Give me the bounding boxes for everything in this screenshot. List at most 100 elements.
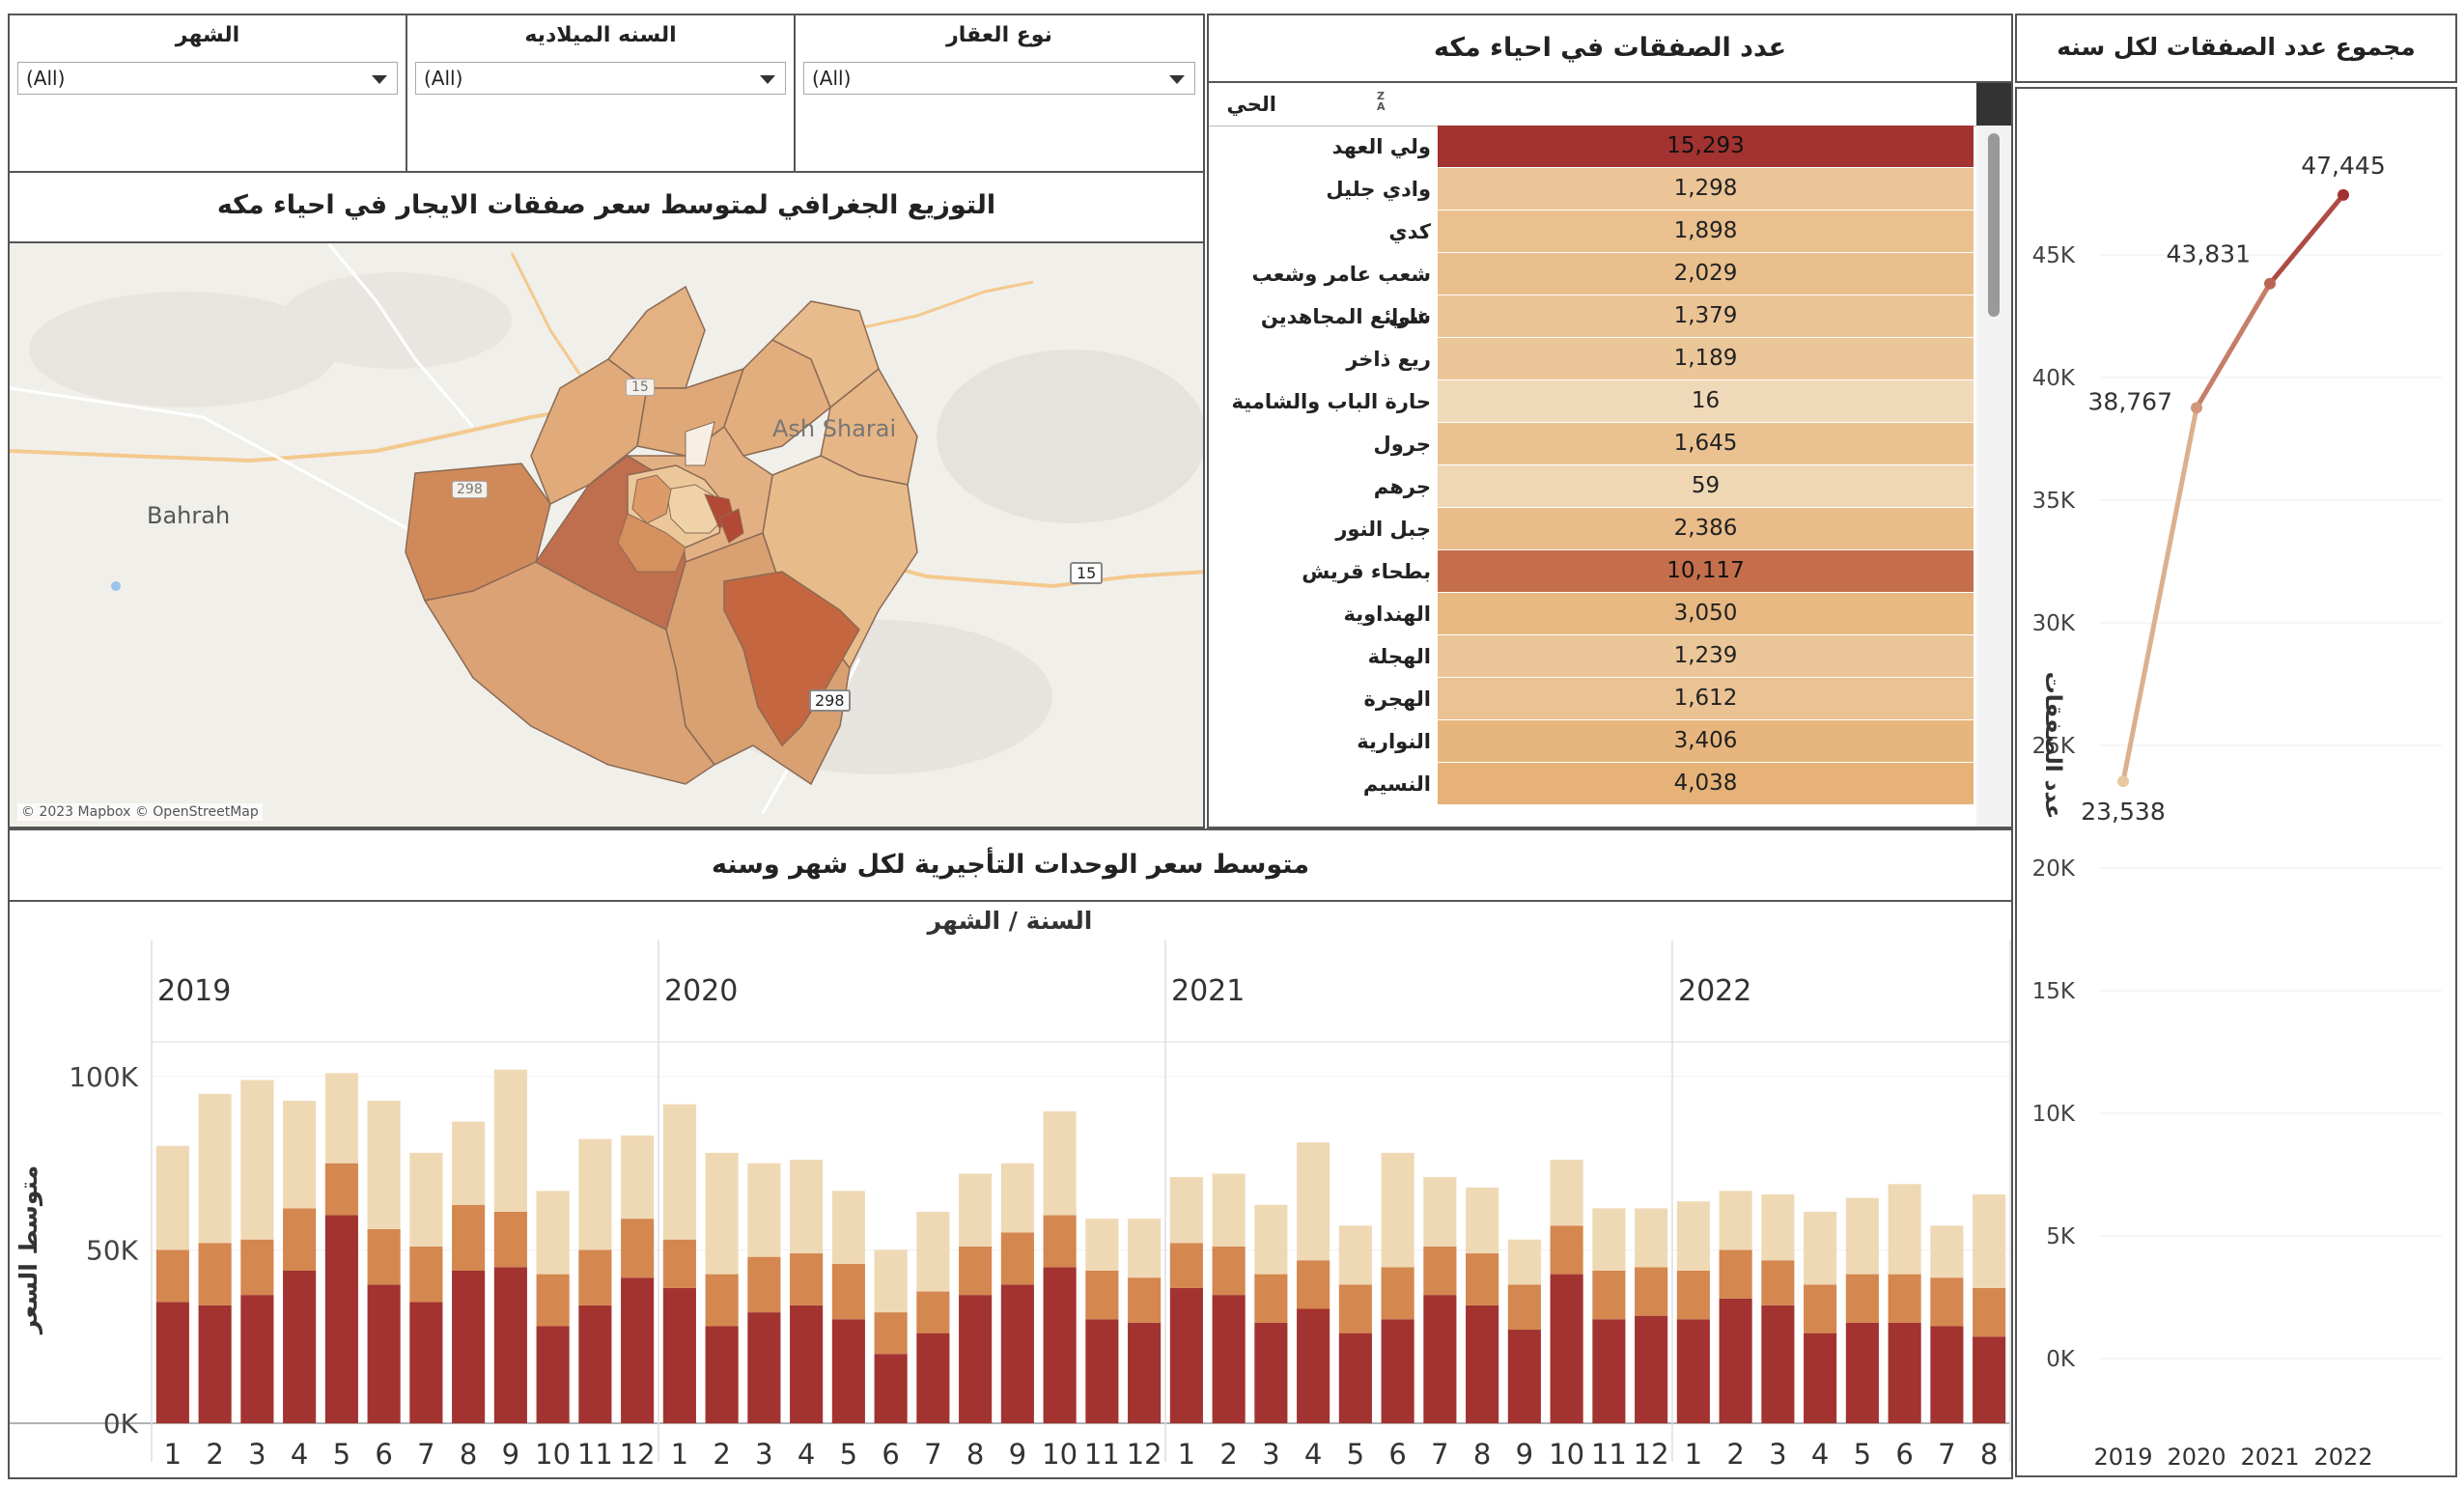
bar-segment[interactable] (536, 1274, 570, 1327)
bar-segment[interactable] (1635, 1208, 1668, 1268)
bar-segment[interactable] (959, 1295, 993, 1423)
bar-segment[interactable] (1507, 1284, 1541, 1331)
bar-segment[interactable] (1466, 1305, 1499, 1423)
bar-segment[interactable] (621, 1219, 655, 1278)
bar-segment[interactable] (1761, 1260, 1795, 1305)
bar-segment[interactable] (1466, 1253, 1499, 1305)
bar-segment[interactable] (1592, 1319, 1626, 1423)
bar-segment[interactable] (1423, 1295, 1457, 1423)
bar-segment[interactable] (1128, 1219, 1162, 1278)
bar-segment[interactable] (662, 1287, 696, 1423)
bar-segment[interactable] (1973, 1336, 2006, 1423)
bar-segment[interactable] (283, 1208, 317, 1271)
bar-segment[interactable] (1000, 1284, 1034, 1423)
bar-segment[interactable] (1635, 1267, 1668, 1316)
bar-segment[interactable] (155, 1145, 189, 1250)
deal-count-cell[interactable]: 3,406 (1438, 720, 1974, 762)
bar-segment[interactable] (705, 1274, 739, 1327)
bar-segment[interactable] (240, 1080, 274, 1240)
bar-segment[interactable] (959, 1173, 993, 1247)
deal-count-cell[interactable]: 1,898 (1438, 210, 1974, 252)
month-select[interactable]: (All) (17, 62, 398, 95)
deal-count-cell[interactable]: 15,293 (1438, 126, 1974, 167)
bar-segment[interactable] (1550, 1160, 1583, 1226)
bar-segment[interactable] (1550, 1274, 1583, 1423)
year-select[interactable]: (All) (415, 62, 786, 95)
deal-count-cell[interactable]: 1,189 (1438, 338, 1974, 379)
deal-count-cell[interactable]: 3,050 (1438, 593, 1974, 634)
bar-segment[interactable] (1804, 1333, 1837, 1423)
bar-segment[interactable] (831, 1263, 865, 1320)
bar-segment[interactable] (790, 1305, 824, 1423)
bar-segment[interactable] (1085, 1271, 1119, 1320)
bar-segment[interactable] (1212, 1173, 1246, 1247)
bar-segment[interactable] (874, 1249, 908, 1313)
bar-segment[interactable] (324, 1163, 358, 1216)
sort-icon[interactable]: Z A (1377, 90, 1386, 113)
bar-segment[interactable] (747, 1312, 781, 1423)
deal-count-cell[interactable]: 1,298 (1438, 168, 1974, 210)
bar-segment[interactable] (283, 1271, 317, 1423)
bar-segment[interactable] (1550, 1225, 1583, 1275)
bar-segment[interactable] (1254, 1204, 1288, 1275)
bar-segment[interactable] (367, 1284, 401, 1423)
bar-segment[interactable] (1254, 1322, 1288, 1423)
bar-segment[interactable] (705, 1152, 739, 1275)
line-point[interactable] (2338, 188, 2349, 201)
district-shape[interactable] (685, 421, 715, 466)
bar-segment[interactable] (705, 1326, 739, 1423)
bar-segment[interactable] (1381, 1267, 1414, 1320)
bar-segment[interactable] (240, 1295, 274, 1423)
table-row[interactable]: الهجرة 1,612 (1218, 678, 1981, 720)
bar-segment[interactable] (578, 1249, 612, 1305)
bar-segment[interactable] (1000, 1163, 1034, 1233)
bar-segment[interactable] (1804, 1211, 1837, 1285)
bar-segment[interactable] (1381, 1152, 1414, 1268)
bar-segment[interactable] (916, 1333, 950, 1423)
bar-segment[interactable] (662, 1239, 696, 1288)
bar-segment[interactable] (1338, 1333, 1372, 1423)
deal-count-cell[interactable]: 1,645 (1438, 423, 1974, 464)
bar-segment[interactable] (1507, 1239, 1541, 1285)
table-row[interactable]: النسيم 4,038 (1218, 763, 1981, 805)
bar-segment[interactable] (155, 1249, 189, 1303)
bar-segment[interactable] (662, 1104, 696, 1240)
bar-segment[interactable] (1338, 1284, 1372, 1333)
bar-segment[interactable] (1592, 1208, 1626, 1271)
bar-segment[interactable] (1212, 1246, 1246, 1296)
bar-segment[interactable] (747, 1256, 781, 1313)
bar-segment[interactable] (1719, 1298, 1752, 1423)
bar-segment[interactable] (493, 1211, 527, 1268)
bar-segment[interactable] (198, 1093, 232, 1244)
bar-segment[interactable] (1635, 1315, 1668, 1423)
bar-segment[interactable] (1888, 1184, 1921, 1275)
bar-segment[interactable] (1930, 1277, 1964, 1327)
bar-segment[interactable] (1297, 1142, 1330, 1261)
bar-segment[interactable] (1719, 1191, 1752, 1250)
bar-segment[interactable] (874, 1312, 908, 1355)
bar-segment[interactable] (1507, 1330, 1541, 1423)
map-attribution[interactable]: © 2023 Mapbox © OpenStreetMap (17, 803, 263, 821)
bar-segment[interactable] (1043, 1215, 1077, 1268)
table-row[interactable]: حارة الباب والشامية 16 (1218, 380, 1981, 423)
deal-count-cell[interactable]: 2,386 (1438, 508, 1974, 549)
bar-segment[interactable] (874, 1354, 908, 1423)
dropdown-arrow-icon[interactable] (372, 75, 387, 84)
bar-segment[interactable] (1845, 1322, 1879, 1423)
bar-segment[interactable] (1804, 1284, 1837, 1333)
bar-segment[interactable] (367, 1101, 401, 1229)
bar-segment[interactable] (493, 1267, 527, 1423)
bar-segment[interactable] (324, 1215, 358, 1423)
bar-segment[interactable] (1423, 1246, 1457, 1296)
bar-segment[interactable] (1043, 1110, 1077, 1216)
deal-count-cell[interactable]: 59 (1438, 465, 1974, 507)
bar-segment[interactable] (1000, 1232, 1034, 1285)
table-row[interactable]: جرول 1,645 (1218, 423, 1981, 465)
table-row[interactable]: شرائع المجاهدين 1,379 (1218, 295, 1981, 338)
bar-segment[interactable] (1128, 1277, 1162, 1323)
bar-segment[interactable] (1128, 1322, 1162, 1423)
line-chart-svg[interactable]: 0K 5K 10K 15K 20K 25K 30K 35K 40K 45K عدد الصفقات 2… (2017, 89, 2455, 1475)
bar-segment[interactable] (747, 1163, 781, 1257)
bar-segment[interactable] (959, 1246, 993, 1296)
